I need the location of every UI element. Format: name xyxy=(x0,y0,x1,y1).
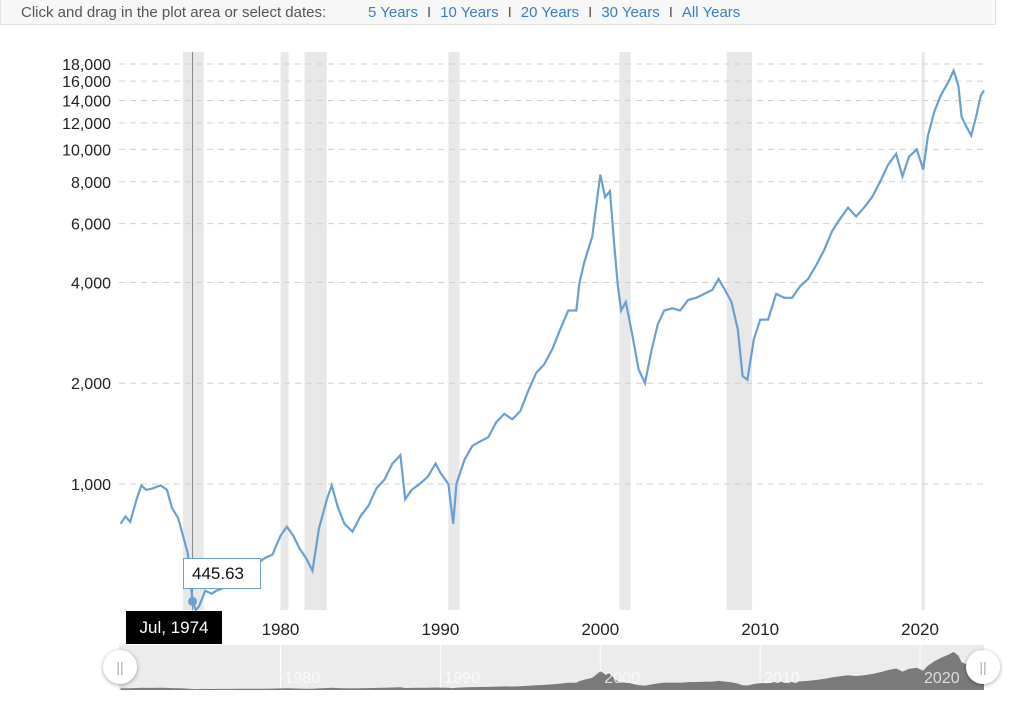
navigator[interactable]: 1980 1990 2000 2010 2020 xyxy=(119,645,985,690)
x-tick-label: 2020 xyxy=(901,620,939,639)
recession-band xyxy=(619,52,631,610)
y-tick-label: 4,000 xyxy=(71,276,111,293)
tooltip-value: 445.63 xyxy=(183,558,261,589)
range-link-10-years[interactable]: 10 Years xyxy=(440,4,499,21)
x-tick-label: 1990 xyxy=(421,620,459,639)
series-line xyxy=(119,67,985,613)
gridlines xyxy=(119,63,984,485)
navigator-left-handle[interactable]: || xyxy=(103,650,137,684)
recession-band xyxy=(448,52,460,610)
recession-band xyxy=(182,52,204,610)
recession-band xyxy=(280,52,289,610)
hover-point xyxy=(188,596,198,606)
navigator-area xyxy=(120,651,985,690)
y-axis-ticks: 1,000 2,000 4,000 6,000 8,000 10,000 12,000 14,… xyxy=(62,57,111,494)
navigator-label: 1980 xyxy=(284,670,320,687)
y-tick-label: 12,000 xyxy=(62,116,111,133)
range-separator: I xyxy=(507,4,512,21)
y-tick-label: 8,000 xyxy=(71,175,111,192)
range-separator: I xyxy=(668,4,673,21)
recession-band xyxy=(726,52,753,610)
y-tick-label: 1,000 xyxy=(71,477,111,494)
range-link-20-years[interactable]: 20 Years xyxy=(520,4,580,21)
range-link-all-years[interactable]: All Years xyxy=(681,4,741,21)
x-tick-label: 2010 xyxy=(741,620,779,639)
recession-band xyxy=(921,52,925,610)
y-tick-label: 10,000 xyxy=(62,142,111,159)
recession-band xyxy=(304,52,327,610)
navigator-labels: 1980 1990 2000 2010 2020 xyxy=(284,670,959,687)
x-tick-label: 1980 xyxy=(262,620,300,639)
y-tick-label: 6,000 xyxy=(71,217,111,234)
y-tick-label: 2,000 xyxy=(71,376,111,393)
range-links: 5 Years I 10 Years I 20 Years I 30 Years I All Y… xyxy=(368,4,740,21)
navigator-right-handle[interactable]: || xyxy=(966,650,1000,684)
navigator-label: 2010 xyxy=(764,670,800,687)
navigator-label: 2020 xyxy=(924,670,960,687)
range-link-30-years[interactable]: 30 Years xyxy=(601,4,660,21)
x-axis-ticks: 1980 1990 2000 2010 2020 xyxy=(262,620,939,639)
tooltip-date: Jul, 1974 xyxy=(126,611,222,644)
navigator-label: 2000 xyxy=(604,670,640,687)
range-separator: I xyxy=(588,4,593,21)
range-prompt: Click and drag in the plot area or selec… xyxy=(21,4,327,21)
y-tick-label: 18,000 xyxy=(62,57,111,74)
range-selector-bar: Click and drag in the plot area or selec… xyxy=(0,0,996,25)
x-tick-label: 2000 xyxy=(581,620,619,639)
range-separator: I xyxy=(427,4,432,21)
range-link-5-years[interactable]: 5 Years xyxy=(368,4,419,21)
navigator-label: 1990 xyxy=(444,670,480,687)
navigator-gridlines xyxy=(279,645,921,690)
y-tick-label: 16,000 xyxy=(62,74,111,91)
y-tick-label: 14,000 xyxy=(62,93,111,110)
recession-bands xyxy=(182,52,925,610)
